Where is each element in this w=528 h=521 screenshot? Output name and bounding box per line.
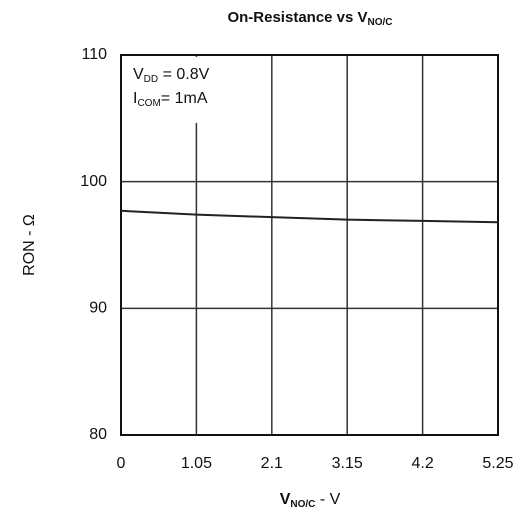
plot-frame bbox=[120, 54, 499, 436]
x-tick-label: 1.05 bbox=[181, 455, 212, 472]
title-sub: NO/C bbox=[368, 17, 393, 28]
y-tick-label: 80 bbox=[89, 426, 107, 443]
x-tick-label: 2.1 bbox=[261, 455, 283, 472]
title-main: On-Resistance vs V bbox=[227, 9, 367, 26]
y-axis-label: RON - Ω bbox=[21, 214, 38, 276]
annotation-sub: COM bbox=[137, 98, 160, 109]
x-tick-label: 3.15 bbox=[332, 455, 363, 472]
x-tick-label: 4.2 bbox=[411, 455, 433, 472]
annotation-main: V bbox=[133, 66, 144, 83]
annotation-box bbox=[123, 57, 243, 123]
annotation-sub: DD bbox=[144, 74, 158, 85]
xlabel-sub: NO/C bbox=[290, 499, 315, 510]
annotation-suffix: = 0.8V bbox=[158, 66, 209, 83]
xlabel-main: V bbox=[280, 491, 291, 508]
annotation-suffix: = 1mA bbox=[161, 90, 208, 107]
y-tick-label: 90 bbox=[89, 300, 107, 317]
annotation: ICOM= 1mA bbox=[133, 90, 208, 108]
annotation: VDD = 0.8V bbox=[133, 66, 210, 84]
data-line bbox=[120, 209, 499, 224]
y-tick-label: 100 bbox=[80, 173, 107, 190]
y-tick-label: 110 bbox=[81, 46, 107, 63]
annotation-main: I bbox=[133, 90, 137, 107]
x-tick-label: 0 bbox=[117, 455, 126, 472]
x-axis-label: VNO/C - V bbox=[280, 491, 341, 509]
xlabel-suffix: - V bbox=[315, 491, 340, 508]
x-tick-label: 5.25 bbox=[482, 455, 513, 472]
chart-title: On-Resistance vs VNO/C bbox=[227, 9, 392, 28]
